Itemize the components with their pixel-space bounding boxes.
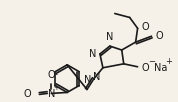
Text: O: O [48,70,55,80]
Text: O: O [155,31,163,41]
Text: N: N [84,75,91,85]
Text: N: N [89,49,96,59]
Text: O: O [142,63,149,73]
Text: -: - [55,70,58,79]
Text: N: N [93,72,100,82]
Text: +: + [165,57,172,66]
Text: +: + [53,85,59,91]
Text: O: O [142,22,149,32]
Text: N: N [48,89,55,99]
Text: Na: Na [155,63,168,73]
Text: N: N [106,32,114,42]
Text: −: − [148,57,156,66]
Text: O: O [24,89,32,99]
